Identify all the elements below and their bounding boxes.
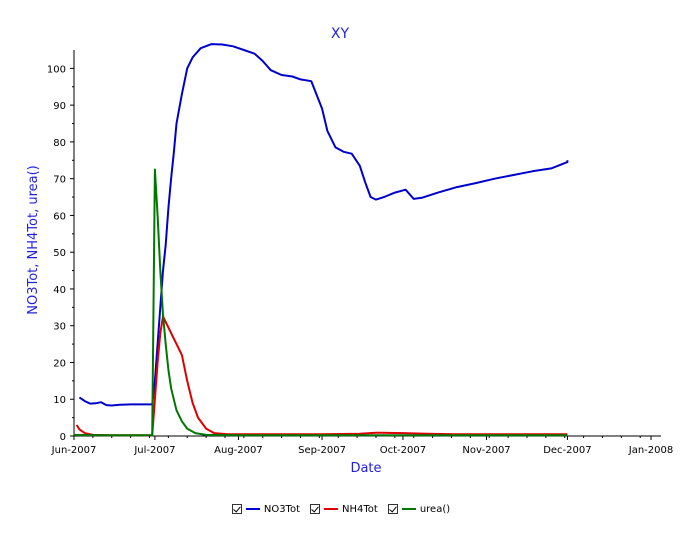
legend-swatch-urea	[401, 508, 416, 510]
legend-label-urea: urea()	[419, 503, 451, 515]
x-tick-label: Dec-2007	[543, 445, 591, 456]
x-tick-label: Aug-2007	[214, 445, 263, 456]
y-tick-label: 70	[53, 175, 66, 186]
y-tick-label: 40	[53, 285, 66, 296]
legend-swatch-nh4tot	[324, 508, 339, 510]
x-tick-label: Jun-2007	[51, 445, 97, 456]
y-tick-label: 90	[53, 101, 66, 112]
legend-swatch-no3tot	[245, 508, 260, 510]
legend-item-urea[interactable]: urea()	[387, 503, 451, 515]
legend-label-nh4tot: NH4Tot	[342, 503, 378, 515]
y-tick-label: 30	[53, 322, 66, 333]
y-tick-label: 0	[60, 432, 66, 443]
y-tick-label: 100	[47, 64, 66, 75]
chart-title: XY	[331, 26, 350, 42]
x-axis-label: Date	[350, 461, 381, 476]
series-line-no3tot	[78, 43, 569, 407]
series-line-nh4tot	[75, 315, 568, 437]
legend-checkbox-no3tot[interactable]	[231, 504, 242, 514]
legend-label-no3tot: NO3Tot	[263, 503, 301, 515]
y-tick-label: 50	[53, 248, 66, 259]
legend-checkbox-nh4tot[interactable]	[310, 504, 321, 514]
y-tick-label: 80	[53, 138, 66, 149]
xy-chart: XY 0 10 20 30 40 50 60 70 80 90 100 Jun-2007 Jul-200…	[26, 26, 673, 476]
y-axis-label: NO3Tot, NH4Tot, urea()	[26, 165, 41, 315]
legend: NO3Tot NH4Tot urea()	[0, 500, 682, 518]
x-tick-label: Jan-2008	[628, 445, 673, 456]
series-line-urea	[73, 168, 568, 437]
y-tick-label: 20	[53, 358, 66, 369]
x-tick-label: Sep-2007	[298, 445, 346, 456]
x-tick-label: Nov-2007	[462, 445, 510, 456]
y-tick-label: 60	[53, 211, 66, 222]
y-tick-label: 10	[53, 395, 66, 406]
x-tick-label: Jul-2007	[133, 445, 175, 456]
legend-checkbox-urea[interactable]	[387, 504, 398, 514]
legend-item-nh4tot[interactable]: NH4Tot	[310, 504, 378, 515]
x-tick-label: Oct-2007	[380, 445, 426, 456]
legend-item-no3tot[interactable]: NO3Tot	[231, 503, 301, 515]
